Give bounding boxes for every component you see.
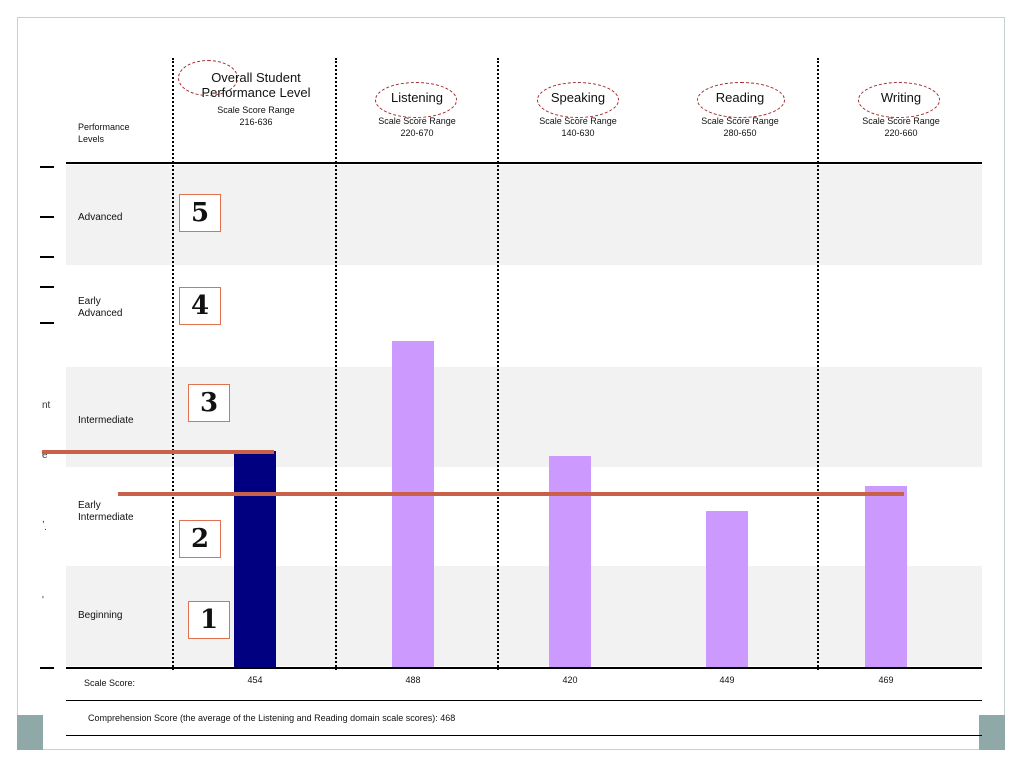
- score-value-speaking: 420: [562, 675, 578, 685]
- edge-tick: [40, 166, 54, 168]
- column-divider: [335, 58, 337, 670]
- edge-fragment: ,: [42, 514, 45, 525]
- performance-levels-header: Performance Levels: [78, 122, 130, 144]
- column-range: 280-650: [723, 128, 757, 138]
- edge-tick: [40, 256, 54, 258]
- score-value-listening: 488: [405, 675, 421, 685]
- score-value-overall: 454: [247, 675, 263, 685]
- column-range: 220-670: [400, 128, 434, 138]
- footer-rule: [66, 735, 982, 736]
- level-label-intermediate: Intermediate: [78, 415, 134, 426]
- level-label-beginning: Beginning: [78, 610, 123, 621]
- reading-title-ellipse: [697, 82, 785, 118]
- level-number-2: 2: [179, 520, 221, 558]
- edge-fragment: ': [42, 595, 44, 606]
- reference-line-domains: [118, 492, 904, 496]
- edge-tick: [40, 286, 54, 288]
- bar-reading: [706, 511, 748, 667]
- speaking-title-ellipse: [537, 82, 619, 118]
- comprehension-score-note: Comprehension Score (the average of the …: [88, 713, 456, 723]
- bar-writing: [865, 486, 907, 667]
- column-range: 216-636: [239, 117, 273, 127]
- slide-accent-left: [17, 715, 43, 750]
- level-label-advanced: Advanced: [78, 212, 123, 223]
- edge-fragment: .: [44, 522, 47, 533]
- level-number-5: 5: [179, 194, 221, 232]
- column-range-label: Scale Score Range: [217, 105, 295, 115]
- column-range-label: Scale Score Range: [378, 116, 456, 126]
- bar-speaking: [549, 456, 591, 667]
- reference-line-overall: [42, 450, 274, 454]
- listening-title-ellipse: [375, 82, 457, 118]
- level-number-1: 1: [188, 601, 230, 639]
- edge-tick: [40, 667, 54, 669]
- score-value-writing: 469: [878, 675, 894, 685]
- bar-listening: [392, 341, 434, 667]
- column-range-label: Scale Score Range: [539, 116, 617, 126]
- column-divider: [817, 58, 819, 670]
- edge-fragment: e: [42, 450, 48, 461]
- overall-title-ellipse: [178, 60, 238, 96]
- edge-tick: [40, 322, 54, 324]
- column-range: 140-630: [561, 128, 595, 138]
- edge-fragment: nt: [42, 400, 51, 411]
- column-range-label: Scale Score Range: [862, 116, 940, 126]
- level-label-early-intermediate: Early Intermediate: [78, 500, 134, 523]
- column-range-label: Scale Score Range: [701, 116, 779, 126]
- column-range: 220-660: [884, 128, 918, 138]
- level-number-4: 4: [179, 287, 221, 325]
- edge-tick: [40, 216, 54, 218]
- scale-score-label: Scale Score:: [84, 678, 136, 688]
- bar-overall: [234, 451, 276, 667]
- header-rule: [66, 162, 982, 164]
- column-divider: [172, 58, 174, 670]
- column-divider: [497, 58, 499, 670]
- level-label-early-advanced: Early Advanced: [78, 296, 123, 319]
- writing-title-ellipse: [858, 82, 940, 118]
- score-value-reading: 449: [719, 675, 735, 685]
- score-row-rule: [66, 700, 982, 701]
- level-number-3: 3: [188, 384, 230, 422]
- slide-accent-right: [979, 715, 1005, 750]
- baseline-rule: [66, 667, 982, 669]
